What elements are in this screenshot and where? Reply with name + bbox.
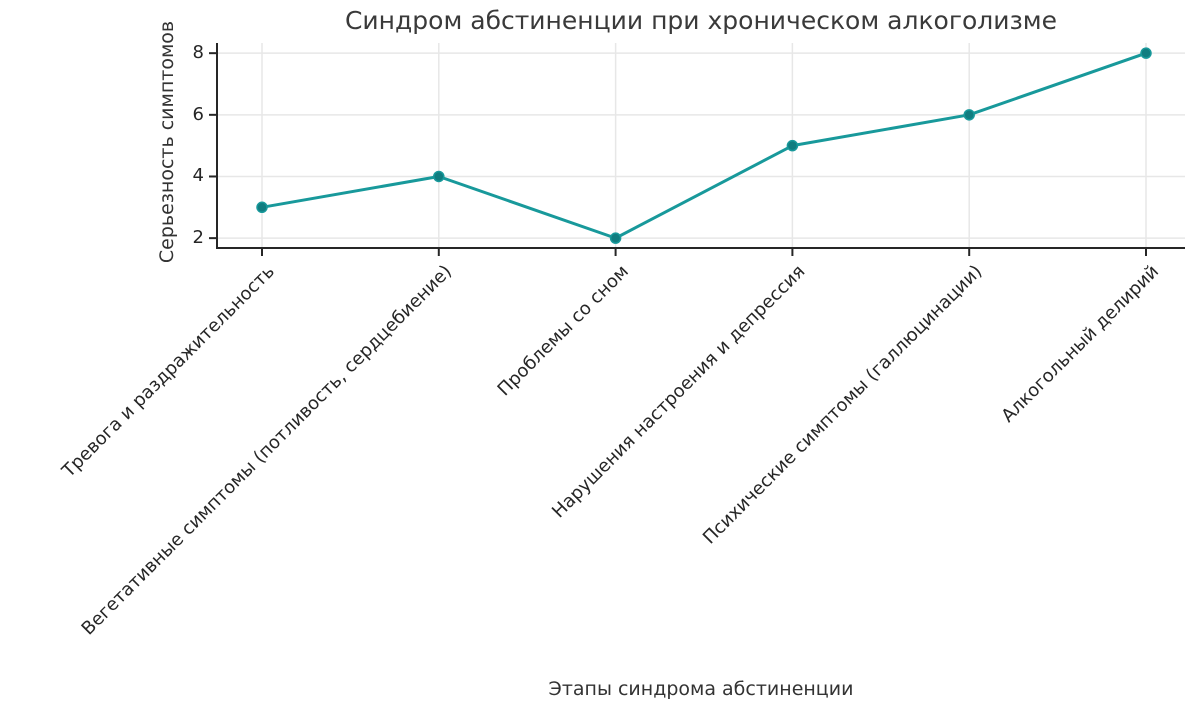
data-point-marker (786, 139, 799, 152)
data-point-marker (1140, 47, 1152, 59)
data-line (260, 51, 1148, 240)
y-tick-label: 4 (192, 165, 204, 187)
x-axis-label: Этапы синдрома абстиненции (548, 678, 854, 700)
data-point-marker (433, 170, 445, 183)
data-point-marker (256, 201, 268, 214)
y-tick-label: 2 (192, 227, 204, 249)
data-point-marker (609, 232, 622, 244)
y-tick-label: 8 (192, 42, 204, 64)
y-tick-label: 6 (192, 103, 204, 125)
data-point-marker (963, 109, 975, 121)
chart-title: Синдром абстиненции при хроническом алко… (344, 6, 1058, 35)
